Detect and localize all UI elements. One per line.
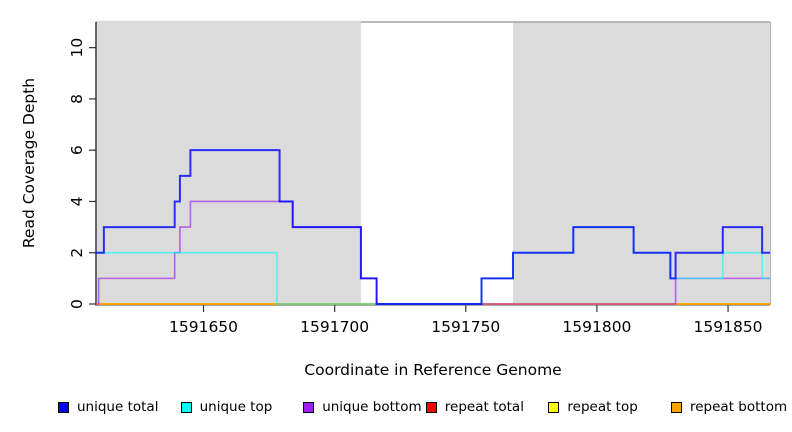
x-tick-label: 1591750 bbox=[431, 318, 500, 336]
legend-label: repeat top bbox=[567, 399, 638, 415]
legend: unique total unique top unique bottom repea… bbox=[0, 398, 792, 418]
legend-item-unique-top: unique top bbox=[180, 398, 273, 416]
x-tick-label: 1591850 bbox=[694, 318, 763, 336]
y-axis-label: Read Coverage Depth bbox=[20, 77, 38, 249]
y-tick-label: 2 bbox=[68, 248, 86, 258]
y-tick-label: 8 bbox=[68, 94, 86, 104]
legend-swatch-icon bbox=[58, 401, 69, 413]
y-tick-label: 4 bbox=[68, 197, 86, 207]
series-line-unique-total bbox=[96, 149, 770, 305]
legend-item-unique-bottom: unique bottom bbox=[303, 398, 422, 416]
legend-label: unique top bbox=[199, 399, 273, 415]
legend-item-unique-total: unique total bbox=[58, 398, 158, 416]
x-axis-label: Coordinate in Reference Genome bbox=[304, 361, 562, 379]
shaded-region bbox=[512, 22, 770, 306]
y-tick-label: 10 bbox=[68, 38, 86, 58]
legend-label: repeat total bbox=[444, 399, 524, 415]
x-tick-label: 1591650 bbox=[169, 318, 238, 336]
legend-label: unique bottom bbox=[322, 399, 422, 415]
x-tick-label: 1591800 bbox=[562, 318, 631, 336]
legend-item-repeat-bottom: repeat bottom bbox=[671, 398, 787, 416]
shaded-region bbox=[96, 20, 361, 306]
x-tick-label: 1591700 bbox=[300, 318, 369, 336]
legend-swatch-icon bbox=[671, 401, 682, 413]
legend-item-repeat-top: repeat top bbox=[548, 398, 638, 416]
legend-swatch-icon bbox=[548, 401, 560, 413]
y-tick-label: 6 bbox=[68, 145, 86, 155]
legend-swatch-icon bbox=[180, 401, 192, 413]
legend-label: unique total bbox=[77, 399, 159, 415]
legend-swatch-icon bbox=[425, 401, 437, 413]
legend-item-repeat-total: repeat total bbox=[425, 398, 524, 416]
y-tick-label: 0 bbox=[68, 299, 86, 309]
legend-swatch-icon bbox=[303, 401, 315, 413]
legend-label: repeat bottom bbox=[690, 399, 788, 415]
